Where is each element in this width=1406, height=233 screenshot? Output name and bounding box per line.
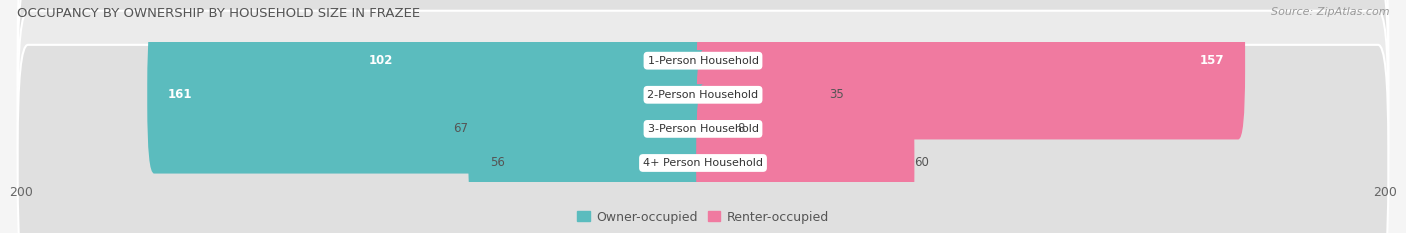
- FancyBboxPatch shape: [148, 16, 710, 174]
- FancyBboxPatch shape: [18, 0, 1388, 179]
- Text: 3-Person Household: 3-Person Household: [648, 124, 758, 134]
- FancyBboxPatch shape: [18, 0, 1388, 213]
- Legend: Owner-occupied, Renter-occupied: Owner-occupied, Renter-occupied: [572, 206, 834, 229]
- FancyBboxPatch shape: [505, 84, 710, 233]
- Text: 102: 102: [368, 54, 394, 67]
- Text: 4+ Person Household: 4+ Person Household: [643, 158, 763, 168]
- Text: 56: 56: [491, 157, 505, 169]
- FancyBboxPatch shape: [18, 45, 1388, 233]
- FancyBboxPatch shape: [349, 0, 710, 140]
- Text: 67: 67: [453, 122, 468, 135]
- Text: 161: 161: [167, 88, 193, 101]
- Text: Source: ZipAtlas.com: Source: ZipAtlas.com: [1271, 7, 1389, 17]
- FancyBboxPatch shape: [18, 11, 1388, 233]
- FancyBboxPatch shape: [696, 50, 737, 208]
- FancyBboxPatch shape: [696, 84, 914, 233]
- Text: 2-Person Household: 2-Person Household: [647, 90, 759, 100]
- FancyBboxPatch shape: [696, 16, 830, 174]
- FancyBboxPatch shape: [696, 0, 1246, 140]
- Text: 60: 60: [914, 157, 929, 169]
- Text: 1-Person Household: 1-Person Household: [648, 56, 758, 66]
- Text: 157: 157: [1201, 54, 1225, 67]
- Text: OCCUPANCY BY OWNERSHIP BY HOUSEHOLD SIZE IN FRAZEE: OCCUPANCY BY OWNERSHIP BY HOUSEHOLD SIZE…: [17, 7, 420, 20]
- Text: 8: 8: [737, 122, 744, 135]
- Text: 35: 35: [830, 88, 844, 101]
- FancyBboxPatch shape: [468, 50, 710, 208]
